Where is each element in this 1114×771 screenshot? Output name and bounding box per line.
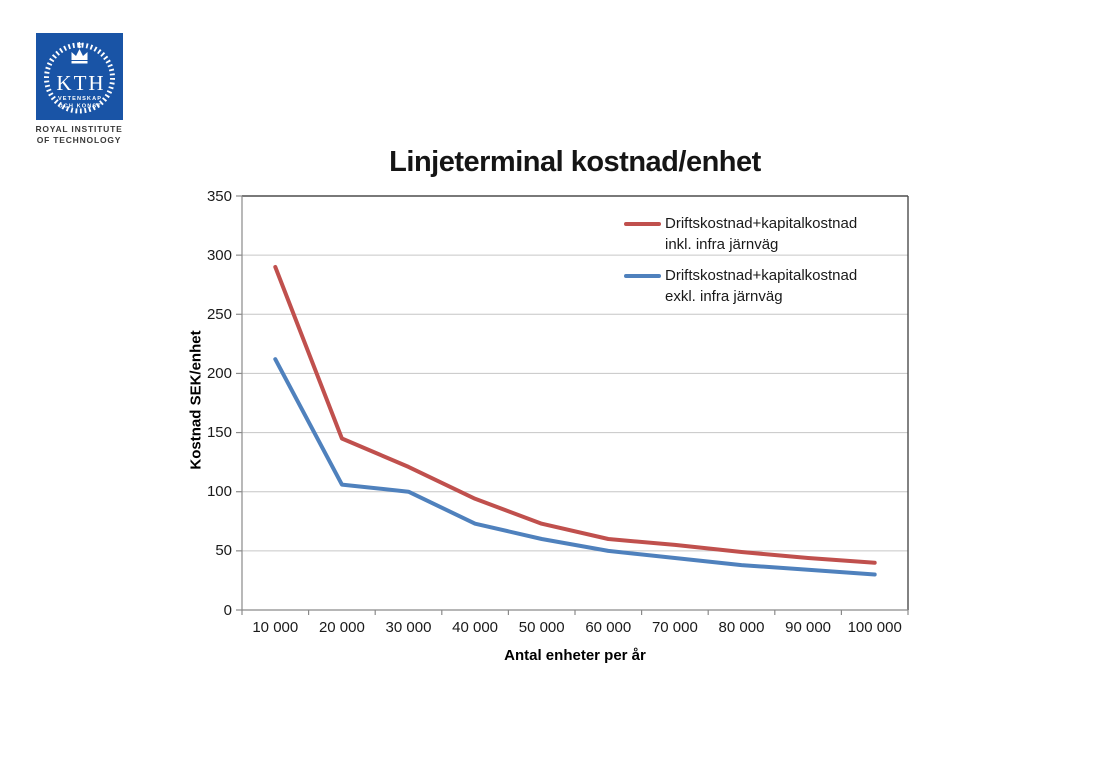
y-tick-label: 0 (223, 601, 232, 619)
kth-wordmark: KTH (56, 71, 105, 95)
y-tick-label: 100 (206, 483, 232, 501)
legend-item-inkl: Driftskostnad+kapitalkostnad inkl. infra… (624, 213, 857, 255)
kth-logo: KTH VETENSKAP OCH KONST (36, 33, 123, 120)
motto-line1: VETENSKAP (58, 96, 102, 102)
y-tick-label: 150 (206, 424, 232, 442)
x-tick-label: 100 000 (847, 619, 902, 636)
y-tick-label: 200 (206, 364, 232, 382)
institute-name-line1: ROYAL INSTITUTE (35, 124, 123, 134)
legend: Driftskostnad+kapitalkostnad inkl. infra… (624, 213, 857, 317)
x-tick-label: 80 000 (718, 619, 765, 636)
x-tick-label: 10 000 (252, 619, 299, 636)
y-axis-title: Kostnad SEK/enhet (187, 330, 205, 470)
y-tick-label: 350 (206, 187, 232, 205)
series-line-inkl (273, 265, 877, 565)
legend-label-line2: exkl. infra järnväg (665, 288, 783, 305)
x-tick-label: 60 000 (585, 619, 632, 636)
x-axis-title: Antal enheter per år (504, 647, 646, 664)
institute-name-line2: OF TECHNOLOGY (36, 134, 122, 145)
legend-label: Driftskostnad+kapitalkostnad inkl. infra… (665, 213, 857, 255)
legend-line-sample-blue (624, 274, 661, 278)
legend-line-sample-red (624, 222, 661, 226)
legend-label: Driftskostnad+kapitalkostnad exkl. infra… (665, 265, 857, 307)
x-tick-label: 40 000 (452, 619, 499, 636)
x-tick-label: 50 000 (518, 619, 565, 636)
y-tick-label: 300 (206, 246, 232, 264)
institute-name: ROYAL INSTITUTE OF TECHNOLOGY (4, 124, 154, 145)
x-tick-label: 20 000 (318, 619, 365, 636)
laurel-wreath-icon (44, 42, 115, 114)
legend-label-line2: inkl. infra järnväg (665, 236, 779, 253)
y-tick-label: 250 (206, 305, 232, 323)
y-tick-label: 50 (215, 542, 232, 560)
x-tick-label: 70 000 (651, 619, 698, 636)
motto-line2: OCH KONST (58, 104, 101, 110)
chart-title: Linjeterminal kostnad/enhet (389, 146, 761, 178)
series-line-exkl (273, 357, 877, 577)
legend-item-exkl: Driftskostnad+kapitalkostnad exkl. infra… (624, 265, 857, 307)
x-tick-label: 30 000 (385, 619, 432, 636)
crown-icon (71, 42, 88, 64)
legend-label-line1: Driftskostnad+kapitalkostnad (665, 267, 858, 284)
legend-label-line1: Driftskostnad+kapitalkostnad (665, 215, 858, 232)
x-tick-label: 90 000 (785, 619, 832, 636)
